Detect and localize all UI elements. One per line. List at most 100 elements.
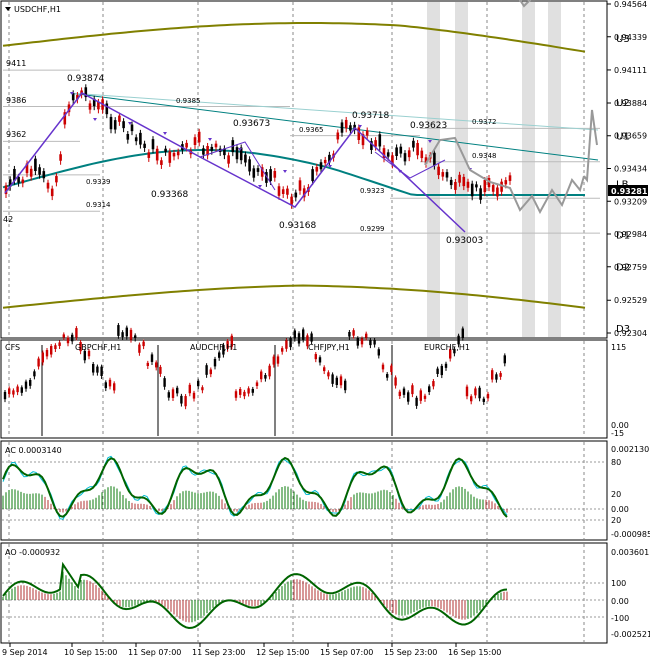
time-tick-label: 16 Sep 15:00 <box>448 648 501 657</box>
cfs-body <box>344 380 347 391</box>
cfs-body <box>453 348 456 354</box>
candle-body <box>416 143 419 156</box>
candle-body <box>378 134 382 147</box>
cfs-body <box>171 389 175 398</box>
cfs-body <box>264 374 267 379</box>
candle-body <box>286 188 289 195</box>
candle-body <box>462 176 466 187</box>
cfs-body <box>503 355 506 364</box>
cfs-body <box>138 344 141 353</box>
candle-body <box>265 172 268 183</box>
cfs-panel[interactable] <box>0 339 608 439</box>
ac-scale-4: 0.00 <box>611 505 629 514</box>
candle-body <box>399 146 403 154</box>
zigzag-path <box>4 92 466 233</box>
pivot-label: 0.9348 <box>472 152 497 160</box>
candle-body <box>504 180 508 185</box>
candle-body <box>164 148 167 152</box>
cfs-body <box>390 365 393 372</box>
cfs-body <box>167 392 170 398</box>
candle-body <box>227 155 230 164</box>
cfs-body <box>415 397 418 406</box>
price-tick-label: 0.93659 <box>614 132 647 141</box>
cfs-body <box>159 366 162 374</box>
time-tick-label: 15 Sep 07:00 <box>320 648 373 657</box>
cfs-body <box>255 382 259 386</box>
candle-body <box>395 147 398 157</box>
cfs-body <box>470 396 473 402</box>
forecast-path <box>424 136 585 215</box>
channel-line <box>69 92 599 131</box>
candle-body <box>491 185 495 192</box>
cfs-pair-4: EURCHF,H1 <box>424 343 470 352</box>
ac-scale-6: -0.000985 <box>611 530 650 539</box>
candle-body <box>50 188 54 197</box>
cfs-body <box>54 345 57 350</box>
candle-body <box>248 159 251 172</box>
pivot-label: 0.9339 <box>86 178 111 186</box>
candle-body <box>63 112 67 125</box>
fractal-marker <box>283 170 287 173</box>
time-tick-label: 12 Sep 15:00 <box>256 648 309 657</box>
cfs-body <box>197 380 200 387</box>
left-label-2: 9386 <box>6 96 26 105</box>
candle-body <box>17 176 20 183</box>
candle-body <box>407 150 411 158</box>
cfs-body <box>66 337 70 344</box>
fractal-marker <box>208 138 212 141</box>
candle-body <box>122 121 125 129</box>
candle-body <box>349 125 352 131</box>
symbol-dropdown-icon[interactable] <box>5 7 11 11</box>
zigzag-line <box>4 92 466 233</box>
candle-body <box>202 148 205 155</box>
pivot-label: 0.93368 <box>151 190 188 200</box>
candle-body <box>118 115 121 122</box>
ao-panel[interactable] <box>0 542 608 644</box>
cfs-body <box>20 387 23 393</box>
candle-body <box>386 152 390 157</box>
cfs-body <box>402 388 406 395</box>
cfs-body <box>352 330 355 336</box>
cfs-body <box>113 383 116 391</box>
candle-body <box>151 139 155 150</box>
candle-body <box>412 140 415 148</box>
fractal-marker <box>128 122 132 125</box>
candle-body <box>160 160 163 165</box>
cfs-body <box>499 373 502 377</box>
main-chart-panel[interactable] <box>0 0 608 339</box>
current-price-box <box>608 185 648 196</box>
candle-body <box>479 188 482 200</box>
pivot-label: 0.9372 <box>472 118 497 126</box>
cfs-body <box>335 377 338 385</box>
price-axis[interactable]: 0.94564 0.94339 0.94111 0.93884 0.93659 0.934… <box>607 0 647 338</box>
cfs-body <box>129 329 133 340</box>
candle-body <box>424 157 428 164</box>
cfs-body <box>260 371 263 380</box>
cfs-body <box>386 374 389 378</box>
cfs-body <box>377 349 380 356</box>
candle-body <box>302 188 306 198</box>
level-label-d2: D2 <box>616 263 630 274</box>
cfs-body <box>71 334 74 342</box>
candle-body <box>487 178 491 188</box>
candle-body <box>357 127 361 140</box>
candle-body <box>391 155 394 165</box>
candle-body <box>273 170 277 178</box>
ac-label: AC 0.0003140 <box>5 446 62 455</box>
cfs-body <box>339 376 343 386</box>
candle-body <box>370 141 373 150</box>
upper-envelope <box>2 22 586 53</box>
zigzag-sub <box>199 141 276 191</box>
cfs-body <box>365 333 368 338</box>
level-label-u1: U1 <box>616 132 630 143</box>
cfs-body <box>180 395 183 404</box>
cfs-body <box>230 335 233 347</box>
time-axis[interactable]: 9 Sep 2014 10 Sep 15:00 11 Sep 07:00 11 Sep… <box>2 643 501 657</box>
ao-chart <box>2 561 606 630</box>
candle-body <box>168 151 172 163</box>
ao-scale-2: 100 <box>611 579 626 588</box>
cfs-body <box>419 390 422 401</box>
fractal-marker <box>163 132 167 135</box>
cfs-body <box>444 363 448 368</box>
